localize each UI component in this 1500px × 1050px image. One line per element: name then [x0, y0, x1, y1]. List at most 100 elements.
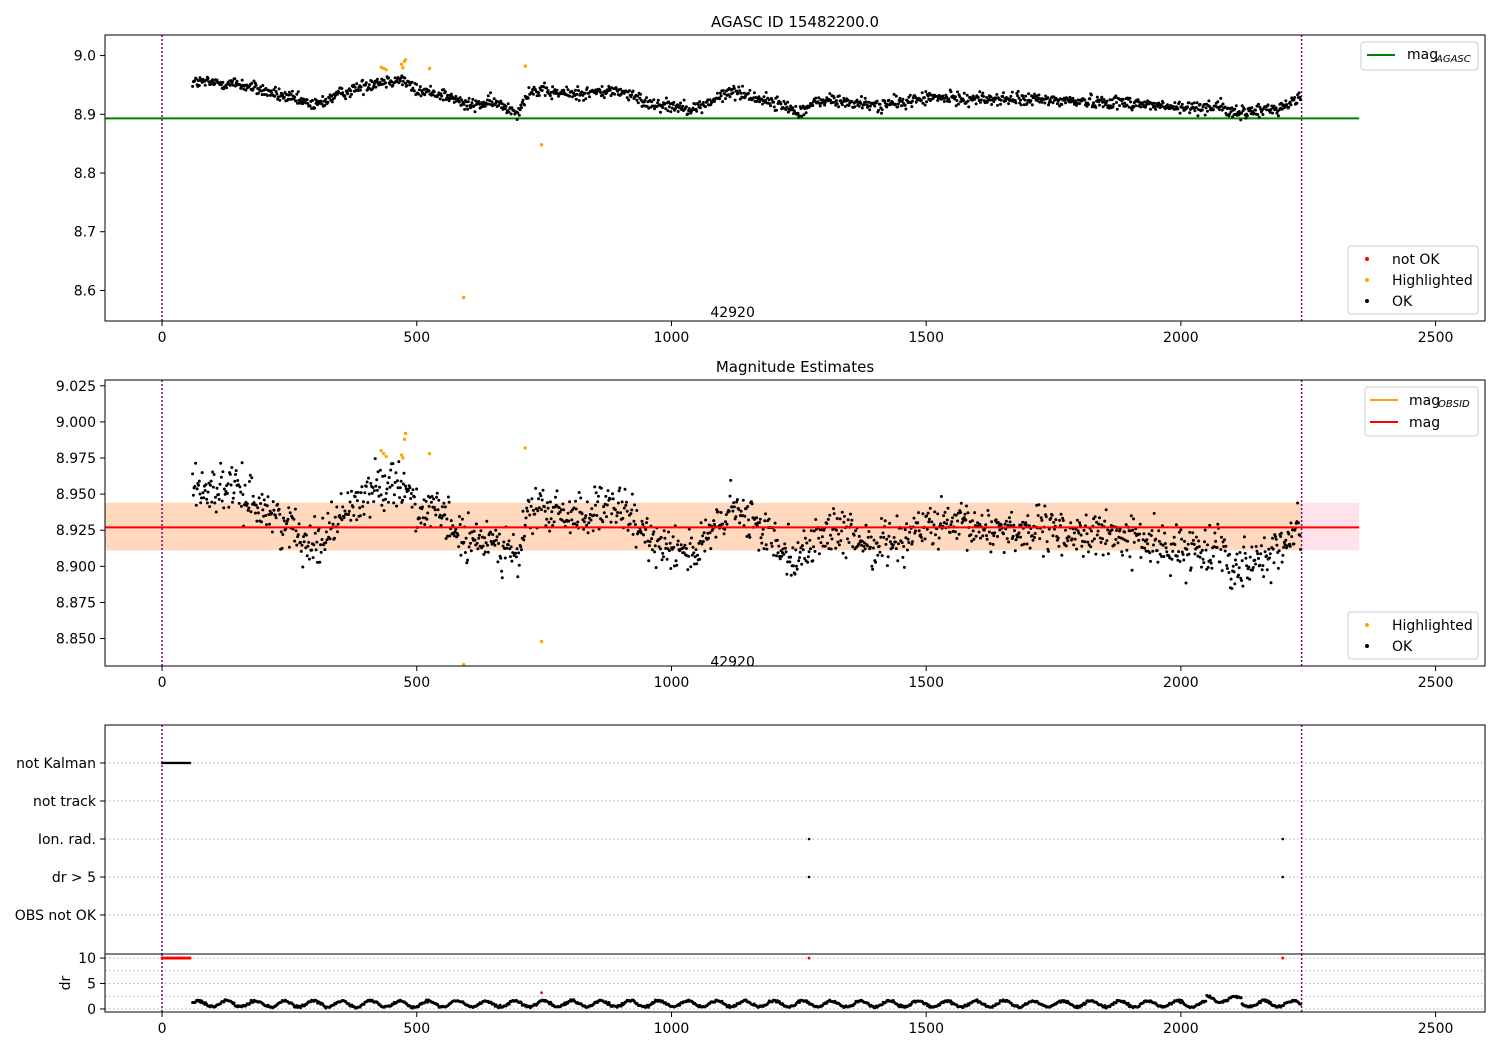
- ok-point: [806, 555, 810, 559]
- ok-point: [489, 91, 492, 95]
- ok-point: [1033, 536, 1036, 539]
- ok-point: [939, 522, 943, 526]
- ok-point: [195, 487, 199, 491]
- legend-label: not OK: [1392, 252, 1440, 268]
- ok-point: [210, 500, 214, 504]
- ok-point: [1061, 516, 1065, 520]
- ok-point: [442, 501, 446, 505]
- ok-point: [788, 560, 792, 564]
- ok-point: [1158, 552, 1162, 556]
- ok-point: [576, 520, 580, 524]
- ok-point: [346, 92, 350, 96]
- ok-point: [1089, 93, 1093, 97]
- ok-point: [942, 100, 946, 103]
- ok-point: [835, 517, 839, 520]
- ok-point: [488, 99, 492, 103]
- ok-point: [640, 519, 644, 523]
- ok-point: [547, 520, 551, 524]
- dr-point: [1103, 1004, 1107, 1008]
- highlighted-point: [399, 62, 404, 67]
- ok-point: [1204, 106, 1208, 110]
- ok-point: [656, 98, 660, 102]
- ok-point: [457, 545, 461, 549]
- ok-point: [374, 85, 378, 89]
- ok-point: [321, 516, 325, 520]
- ok-point: [253, 511, 257, 515]
- ok-point: [600, 85, 604, 88]
- ok-point: [1289, 103, 1293, 107]
- ok-point: [305, 98, 309, 102]
- x-tick-label: 0: [158, 1021, 167, 1037]
- ok-point: [731, 91, 735, 95]
- ok-point: [250, 81, 254, 85]
- ok-point: [325, 538, 329, 542]
- ok-point: [384, 491, 388, 495]
- ok-point: [358, 514, 362, 518]
- ok-point: [701, 534, 705, 538]
- ok-point: [477, 102, 481, 106]
- ok-point: [316, 560, 319, 564]
- ok-point: [1170, 557, 1174, 561]
- ok-point: [1161, 101, 1165, 105]
- ok-point: [701, 540, 705, 543]
- ok-point: [1106, 104, 1110, 108]
- ok-point: [1208, 523, 1212, 527]
- ok-point: [687, 527, 691, 531]
- ok-point: [784, 108, 788, 112]
- ok-point: [1148, 551, 1152, 555]
- ok-point: [1075, 518, 1079, 522]
- ok-point: [989, 95, 993, 99]
- ok-point: [1240, 559, 1244, 563]
- ok-point: [595, 514, 599, 517]
- ok-point: [1237, 110, 1241, 113]
- ok-point: [222, 487, 226, 491]
- ok-point: [772, 105, 776, 109]
- ok-point: [891, 546, 895, 549]
- ok-point: [286, 97, 290, 101]
- ok-point: [659, 547, 662, 551]
- ok-point: [1051, 101, 1055, 105]
- ok-point: [839, 99, 843, 103]
- legend-subscript: OBSID: [1438, 399, 1470, 410]
- ok-point: [1234, 563, 1238, 566]
- ok-point: [1004, 99, 1008, 103]
- ok-point: [1207, 99, 1211, 103]
- ok-point: [1282, 545, 1286, 549]
- ok-point: [849, 522, 853, 526]
- ok-point: [1271, 111, 1274, 115]
- ok-point: [372, 500, 376, 504]
- ok-point: [693, 102, 697, 106]
- ok-point: [418, 516, 421, 520]
- ok-point: [1209, 561, 1213, 565]
- ok-point: [767, 98, 771, 102]
- ok-point: [355, 499, 359, 503]
- ok-point: [324, 530, 328, 534]
- ok-point: [862, 103, 866, 107]
- highlighted-point: [523, 64, 527, 68]
- ok-point: [379, 493, 383, 497]
- ok-point: [678, 104, 682, 108]
- ok-point: [548, 500, 552, 504]
- highlighted-points: [379, 57, 544, 300]
- ok-point: [1222, 545, 1226, 548]
- ok-point: [857, 542, 861, 546]
- ok-point: [280, 546, 284, 550]
- ok-point: [1299, 548, 1303, 551]
- ok-point: [1191, 531, 1195, 535]
- x-tick-label: 1500: [908, 330, 944, 346]
- ok-point: [1019, 535, 1022, 539]
- dr-point: [607, 1001, 611, 1004]
- ok-point: [1161, 543, 1165, 547]
- ok-point: [1200, 565, 1203, 569]
- ok-point: [1152, 511, 1156, 515]
- ok-point: [351, 505, 355, 509]
- ok-point: [587, 521, 591, 525]
- ok-point: [585, 86, 589, 90]
- ok-point: [803, 557, 807, 560]
- ok-point: [1052, 520, 1056, 524]
- flag-row-label: Ion. rad.: [38, 832, 96, 848]
- ok-point: [229, 483, 233, 487]
- ok-point: [1145, 538, 1149, 542]
- ok-point: [896, 559, 900, 563]
- ok-point: [1114, 538, 1118, 541]
